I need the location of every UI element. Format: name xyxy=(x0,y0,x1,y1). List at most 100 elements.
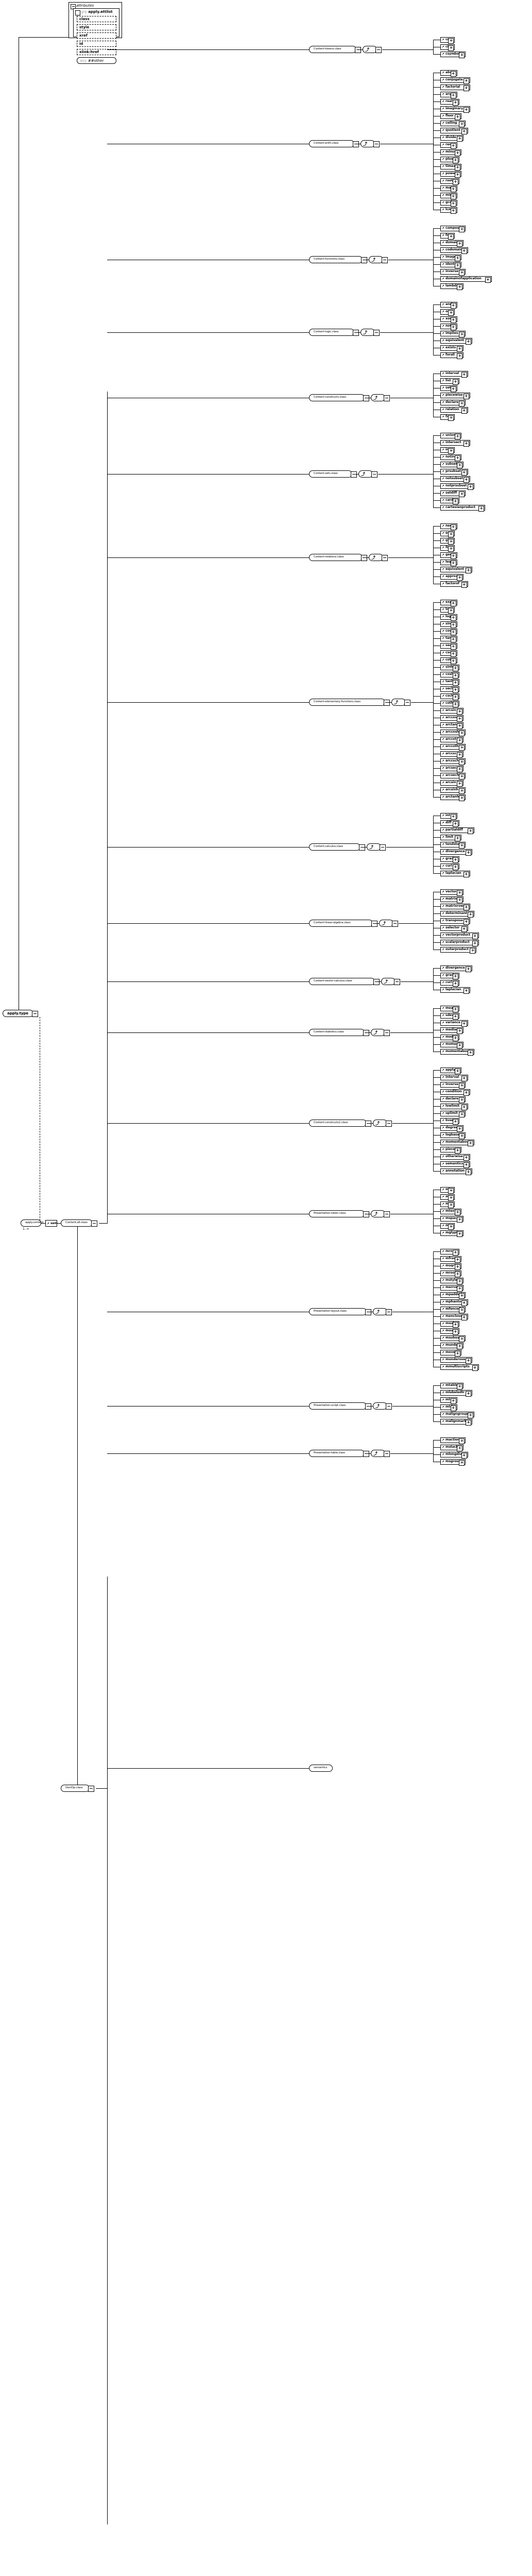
attribute-id[interactable]: id xyxy=(77,41,116,47)
choice-compositor[interactable]: ⤴ xyxy=(371,1450,385,1457)
element-arcsinh[interactable]: ↗arcsinh+ xyxy=(440,787,466,793)
element-mlongdiv[interactable]: ↗mlongdiv+ xyxy=(440,1452,468,1458)
element-arccot[interactable]: ↗arccot+ xyxy=(440,737,464,742)
element-mode[interactable]: ↗mode+ xyxy=(440,1035,459,1040)
element-forall[interactable]: ↗forall+ xyxy=(440,352,464,358)
expand-icon[interactable]: + xyxy=(451,637,456,642)
element-relation[interactable]: ↗relation+ xyxy=(440,407,468,413)
expand-icon[interactable]: + xyxy=(459,788,465,794)
element-fn[interactable]: ↗fn+ xyxy=(440,233,455,239)
element-leq[interactable]: ↗leq+ xyxy=(440,560,457,565)
element-vector[interactable]: ↗vector+ xyxy=(440,889,464,895)
choice-compositor[interactable]: ⤴ xyxy=(367,843,381,851)
collapse-icon[interactable] xyxy=(373,330,380,336)
element-plus[interactable]: ↗plus+ xyxy=(440,157,459,162)
group-content-statistics-class[interactable]: Content-statistics.class xyxy=(309,1029,365,1036)
element-msub[interactable]: ↗msub+ xyxy=(440,1321,459,1327)
collapse-icon[interactable] xyxy=(384,1030,390,1036)
expand-icon[interactable]: + xyxy=(468,1050,473,1056)
group-content-arith-class[interactable]: Content-arith.class xyxy=(309,140,354,147)
expand-icon[interactable]: + xyxy=(464,988,469,994)
choice-compositor[interactable]: ⤴ xyxy=(363,46,377,53)
element-not[interactable]: ↗not+ xyxy=(440,324,457,329)
element-notin[interactable]: ↗notin+ xyxy=(440,454,461,460)
element-arcsech[interactable]: ↗arcsech+ xyxy=(440,773,466,778)
element-arccsch[interactable]: ↗arccsch+ xyxy=(440,758,466,764)
element-declare2[interactable]: ↗declare+ xyxy=(440,1096,466,1102)
element-mspace[interactable]: ↗mspace+ xyxy=(440,1216,464,1222)
any-attribute[interactable]: any ##other xyxy=(77,57,116,64)
group-content-all-class[interactable]: Content.all.class xyxy=(61,1219,93,1227)
expand-icon[interactable]: + xyxy=(455,1148,460,1154)
element-mglyph[interactable]: ↗mglyph+ xyxy=(440,1230,464,1236)
element-imaginary[interactable]: ↗imaginary+ xyxy=(440,106,470,112)
element-degree[interactable]: ↗degree+ xyxy=(440,1125,464,1131)
element-divide[interactable]: ↗divide+ xyxy=(440,135,464,141)
element-mroot[interactable]: ↗mroot+ xyxy=(440,1270,461,1276)
element-csc[interactable]: ↗csc+ xyxy=(440,650,457,656)
element-abs[interactable]: ↗abs+ xyxy=(440,70,457,76)
element-mtr[interactable]: ↗mtr+ xyxy=(440,1397,457,1403)
expand-icon[interactable]: + xyxy=(455,150,460,156)
element-arccoth[interactable]: ↗arccoth+ xyxy=(440,744,466,750)
collapse-icon[interactable] xyxy=(32,1011,38,1017)
element-partialdiff[interactable]: ↗partialdiff+ xyxy=(440,827,474,833)
expand-icon[interactable]: + xyxy=(453,687,458,693)
expand-icon[interactable]: + xyxy=(455,1272,460,1277)
expand-icon[interactable]: + xyxy=(457,1028,462,1034)
expand-icon[interactable]: + xyxy=(459,1293,465,1299)
group-declop-class[interactable]: DeclOp.class xyxy=(61,1785,90,1792)
element-cartesianproduct[interactable]: ↗cartesianproduct+ xyxy=(440,505,485,511)
attribute-xref[interactable]: xref xyxy=(77,32,116,39)
attribute-class[interactable]: class xyxy=(77,16,116,22)
element-image[interactable]: ↗image+ xyxy=(440,255,461,260)
expand-icon[interactable]: + xyxy=(466,1420,471,1426)
collapse-icon[interactable] xyxy=(386,1403,392,1410)
expand-icon[interactable]: + xyxy=(472,1365,478,1371)
element-bvar[interactable]: ↗bvar+ xyxy=(440,1118,459,1124)
expand-icon[interactable]: + xyxy=(466,850,471,856)
element-neq[interactable]: ↗neq+ xyxy=(440,523,457,529)
expand-icon[interactable]: + xyxy=(468,1141,473,1146)
expand-icon[interactable]: + xyxy=(459,1336,465,1342)
collapse-icon[interactable] xyxy=(365,1309,371,1315)
expand-icon[interactable]: + xyxy=(455,256,460,261)
element-in[interactable]: ↗in+ xyxy=(440,447,455,453)
collapse-icon[interactable] xyxy=(363,395,369,401)
element-set[interactable]: ↗set+ xyxy=(440,385,457,391)
collapse-icon[interactable] xyxy=(361,257,367,263)
collapse-icon[interactable] xyxy=(384,1451,390,1457)
element-mo[interactable]: ↗mo+ xyxy=(440,1201,455,1207)
element-interval[interactable]: ↗interval+ xyxy=(440,371,468,377)
element-merror[interactable]: ↗merror+ xyxy=(440,1285,464,1291)
expand-icon[interactable]: + xyxy=(459,401,465,406)
expand-icon[interactable]: + xyxy=(453,1036,458,1041)
group-content-linear-algebra-class[interactable]: Content-linear-algebra.class xyxy=(309,920,373,927)
expand-icon[interactable]: + xyxy=(448,608,454,614)
element-munderover[interactable]: ↗munderover+ xyxy=(440,1357,472,1363)
expand-icon[interactable]: + xyxy=(451,658,456,664)
expand-icon[interactable]: + xyxy=(457,716,462,722)
collapse-icon[interactable] xyxy=(394,979,400,985)
element-median[interactable]: ↗median+ xyxy=(440,1027,464,1033)
collapse-icon[interactable] xyxy=(351,471,357,478)
collapse-icon[interactable] xyxy=(365,1403,371,1410)
expand-icon[interactable]: + xyxy=(457,709,462,715)
collapse-icon[interactable] xyxy=(361,555,367,561)
element-quotient[interactable]: ↗quotient+ xyxy=(440,128,468,133)
expand-icon[interactable]: + xyxy=(453,702,458,707)
expand-icon[interactable]: + xyxy=(453,974,458,979)
element-variance[interactable]: ↗variance+ xyxy=(440,1020,468,1026)
element-lcm[interactable]: ↗lcm+ xyxy=(440,207,457,213)
expand-icon[interactable]: + xyxy=(459,1308,465,1313)
choice-compositor[interactable]: ⤴ xyxy=(371,1029,385,1036)
expand-icon[interactable]: + xyxy=(451,814,456,820)
group-semantics[interactable]: semantics xyxy=(309,1765,333,1772)
root-node-apply-type[interactable]: apply.type xyxy=(3,1010,33,1017)
expand-icon[interactable]: + xyxy=(457,752,462,758)
element-times[interactable]: ↗times+ xyxy=(440,164,461,170)
expand-icon[interactable]: + xyxy=(459,745,465,751)
collapse-icon[interactable] xyxy=(355,47,361,53)
element-arctan[interactable]: ↗arctan+ xyxy=(440,722,464,728)
element-laplacian[interactable]: ↗laplacian+ xyxy=(440,871,470,876)
